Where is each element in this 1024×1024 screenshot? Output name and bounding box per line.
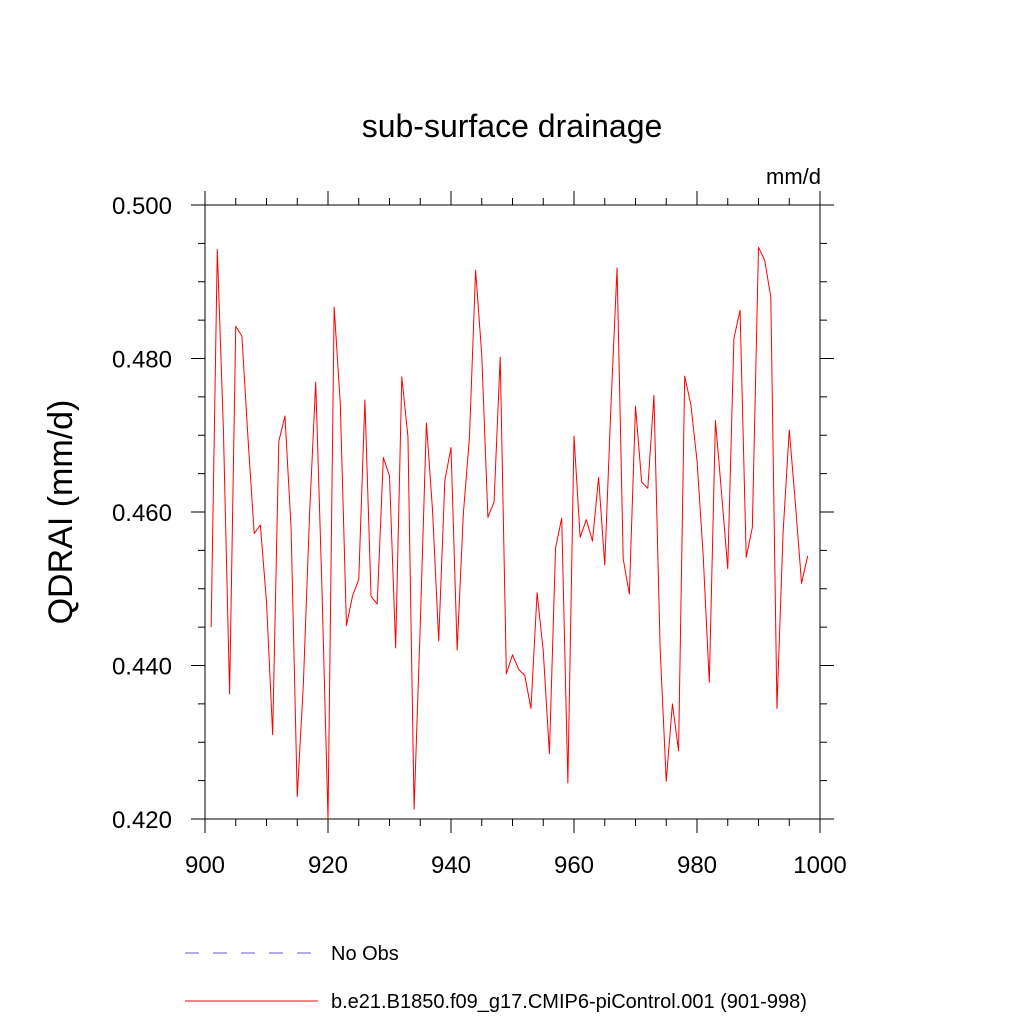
y-tick-label: 0.420 — [112, 807, 172, 834]
x-tick-label: 1000 — [793, 852, 846, 879]
tick-labels: 900 920 940 960 980 1000 0.420 0.440 0.460 0.480 0… — [112, 193, 847, 879]
y-tick-label: 0.460 — [112, 500, 172, 527]
axis-ticks — [191, 191, 834, 833]
plot-border — [204, 204, 821, 820]
chart-title: sub-surface drainage — [362, 108, 663, 144]
y-tick-label: 0.500 — [112, 193, 172, 220]
x-tick-label: 940 — [431, 852, 471, 879]
y-axis-label: QDRAI (mm/d) — [42, 400, 80, 625]
x-tick-label: 920 — [308, 852, 348, 879]
series-layer — [210, 246, 809, 820]
x-tick-label: 960 — [554, 852, 594, 879]
legend-label-picontrol: b.e21.B1850.f09_g17.CMIP6-piControl.001 … — [331, 991, 807, 1013]
units-label: mm/d — [766, 164, 821, 189]
x-tick-label: 980 — [677, 852, 717, 879]
x-tick-label: 900 — [185, 852, 225, 879]
y-tick-label: 0.440 — [112, 654, 172, 681]
y-tick-label: 0.480 — [112, 347, 172, 374]
legend-label-no-obs: No Obs — [331, 943, 399, 965]
legend: No Obs b.e21.B1850.f09_g17.CMIP6-piContr… — [185, 943, 807, 1013]
series-line-picontrol — [210, 246, 809, 820]
plot-frame — [204, 204, 821, 820]
